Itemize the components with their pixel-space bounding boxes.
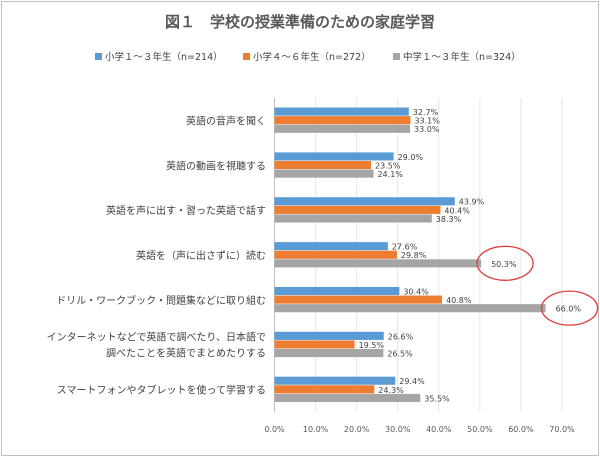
category-label: 英語を（声に出さずに）読む <box>136 249 266 262</box>
data-label: 29.8% <box>401 251 427 260</box>
data-label: 38.3% <box>436 215 462 224</box>
gridlines <box>274 98 563 412</box>
category-label: 英語の動画を視聴する <box>166 159 266 172</box>
bar <box>274 349 384 358</box>
bar <box>274 152 394 161</box>
legend-label: 中学１～３年生（n=324） <box>403 51 521 63</box>
category-label: ドリル・ワークブック・問題集などに取り組む <box>56 294 266 307</box>
data-label: 23.5% <box>375 161 401 170</box>
data-label: 66.0% <box>556 305 582 314</box>
data-label: 19.5% <box>359 341 385 350</box>
bar <box>274 205 441 214</box>
bar <box>274 250 397 259</box>
x-tick-labels: 0.0% 10.0% 20.0% 30.0% 40.0% 50.0% 60.0% 70.0% <box>264 425 575 434</box>
x-tick-label: 20.0% <box>344 425 370 434</box>
category-label: スマートフォンやタブレットを使って学習する <box>57 384 266 397</box>
bar <box>274 242 388 251</box>
data-label: 40.4% <box>444 206 470 215</box>
category-label: 英語を声に出す・習った英語で話す <box>106 204 266 217</box>
bar <box>274 385 375 394</box>
data-label: 26.6% <box>388 332 414 341</box>
data-label: 50.3% <box>491 260 517 269</box>
x-tick-label: 60.0% <box>508 425 534 434</box>
data-label: 32.7% <box>413 108 439 117</box>
data-label: 33.1% <box>414 117 440 126</box>
bar <box>274 331 384 340</box>
data-label: 35.5% <box>424 394 450 403</box>
bar <box>274 259 482 268</box>
bar <box>274 295 443 304</box>
data-label: 24.3% <box>378 386 404 395</box>
bar <box>274 116 411 125</box>
category-label: インターネットなどで英語で調べたり、日本語で <box>47 331 266 344</box>
category-labels: 英語の音声を聞く英語の動画を視聴する英語を声に出す・習った英語で話す英語を（声に… <box>47 114 266 396</box>
data-label: 29.0% <box>398 153 424 162</box>
data-label: 24.1% <box>377 170 403 179</box>
data-label: 29.4% <box>399 377 425 386</box>
data-label: 33.0% <box>414 125 440 134</box>
bars: 32.7%33.1%33.0% 29.0%23.5%24.1% 43.9%40.4%… <box>274 107 582 403</box>
bar <box>274 160 372 170</box>
x-tick-label: 10.0% <box>303 425 329 434</box>
highlight-circles <box>476 245 599 326</box>
x-tick-label: 70.0% <box>549 425 575 434</box>
chart-title: 図１ 学校の授業準備のための家庭学習 <box>165 13 435 31</box>
data-label: 26.5% <box>387 350 413 359</box>
bar <box>274 304 546 313</box>
bar <box>274 197 455 206</box>
legend-label: 小学４～６年生（n=272） <box>253 51 371 63</box>
bar <box>274 124 411 133</box>
legend-swatch <box>393 53 400 60</box>
highlight-circle <box>476 245 534 281</box>
x-tick-label: 50.0% <box>467 425 493 434</box>
legend-swatch <box>95 53 102 60</box>
bar <box>274 107 409 116</box>
bar <box>274 393 421 402</box>
category-label: 調べたことを英語でまとめたりする <box>106 347 266 360</box>
highlight-circle <box>540 290 599 326</box>
bar <box>274 376 396 385</box>
bar <box>274 214 432 223</box>
x-tick-label: 40.0% <box>426 425 452 434</box>
x-tick-label: 30.0% <box>385 425 411 434</box>
category-label: 英語の音声を聞く <box>186 114 266 127</box>
legend-label: 小学１～３年生（n=214） <box>105 51 223 63</box>
bar <box>274 169 374 178</box>
bar <box>274 286 400 296</box>
legend: 小学１～３年生（n=214） 小学４～６年生（n=272） 中学１～３年生（n=32… <box>95 51 521 63</box>
x-tick-label: 0.0% <box>264 425 285 434</box>
legend-swatch <box>243 53 250 60</box>
data-label: 43.9% <box>459 198 485 207</box>
data-label: 40.8% <box>446 296 472 305</box>
data-label: 30.4% <box>403 287 429 296</box>
data-label: 27.6% <box>392 243 418 252</box>
bar <box>274 340 355 349</box>
